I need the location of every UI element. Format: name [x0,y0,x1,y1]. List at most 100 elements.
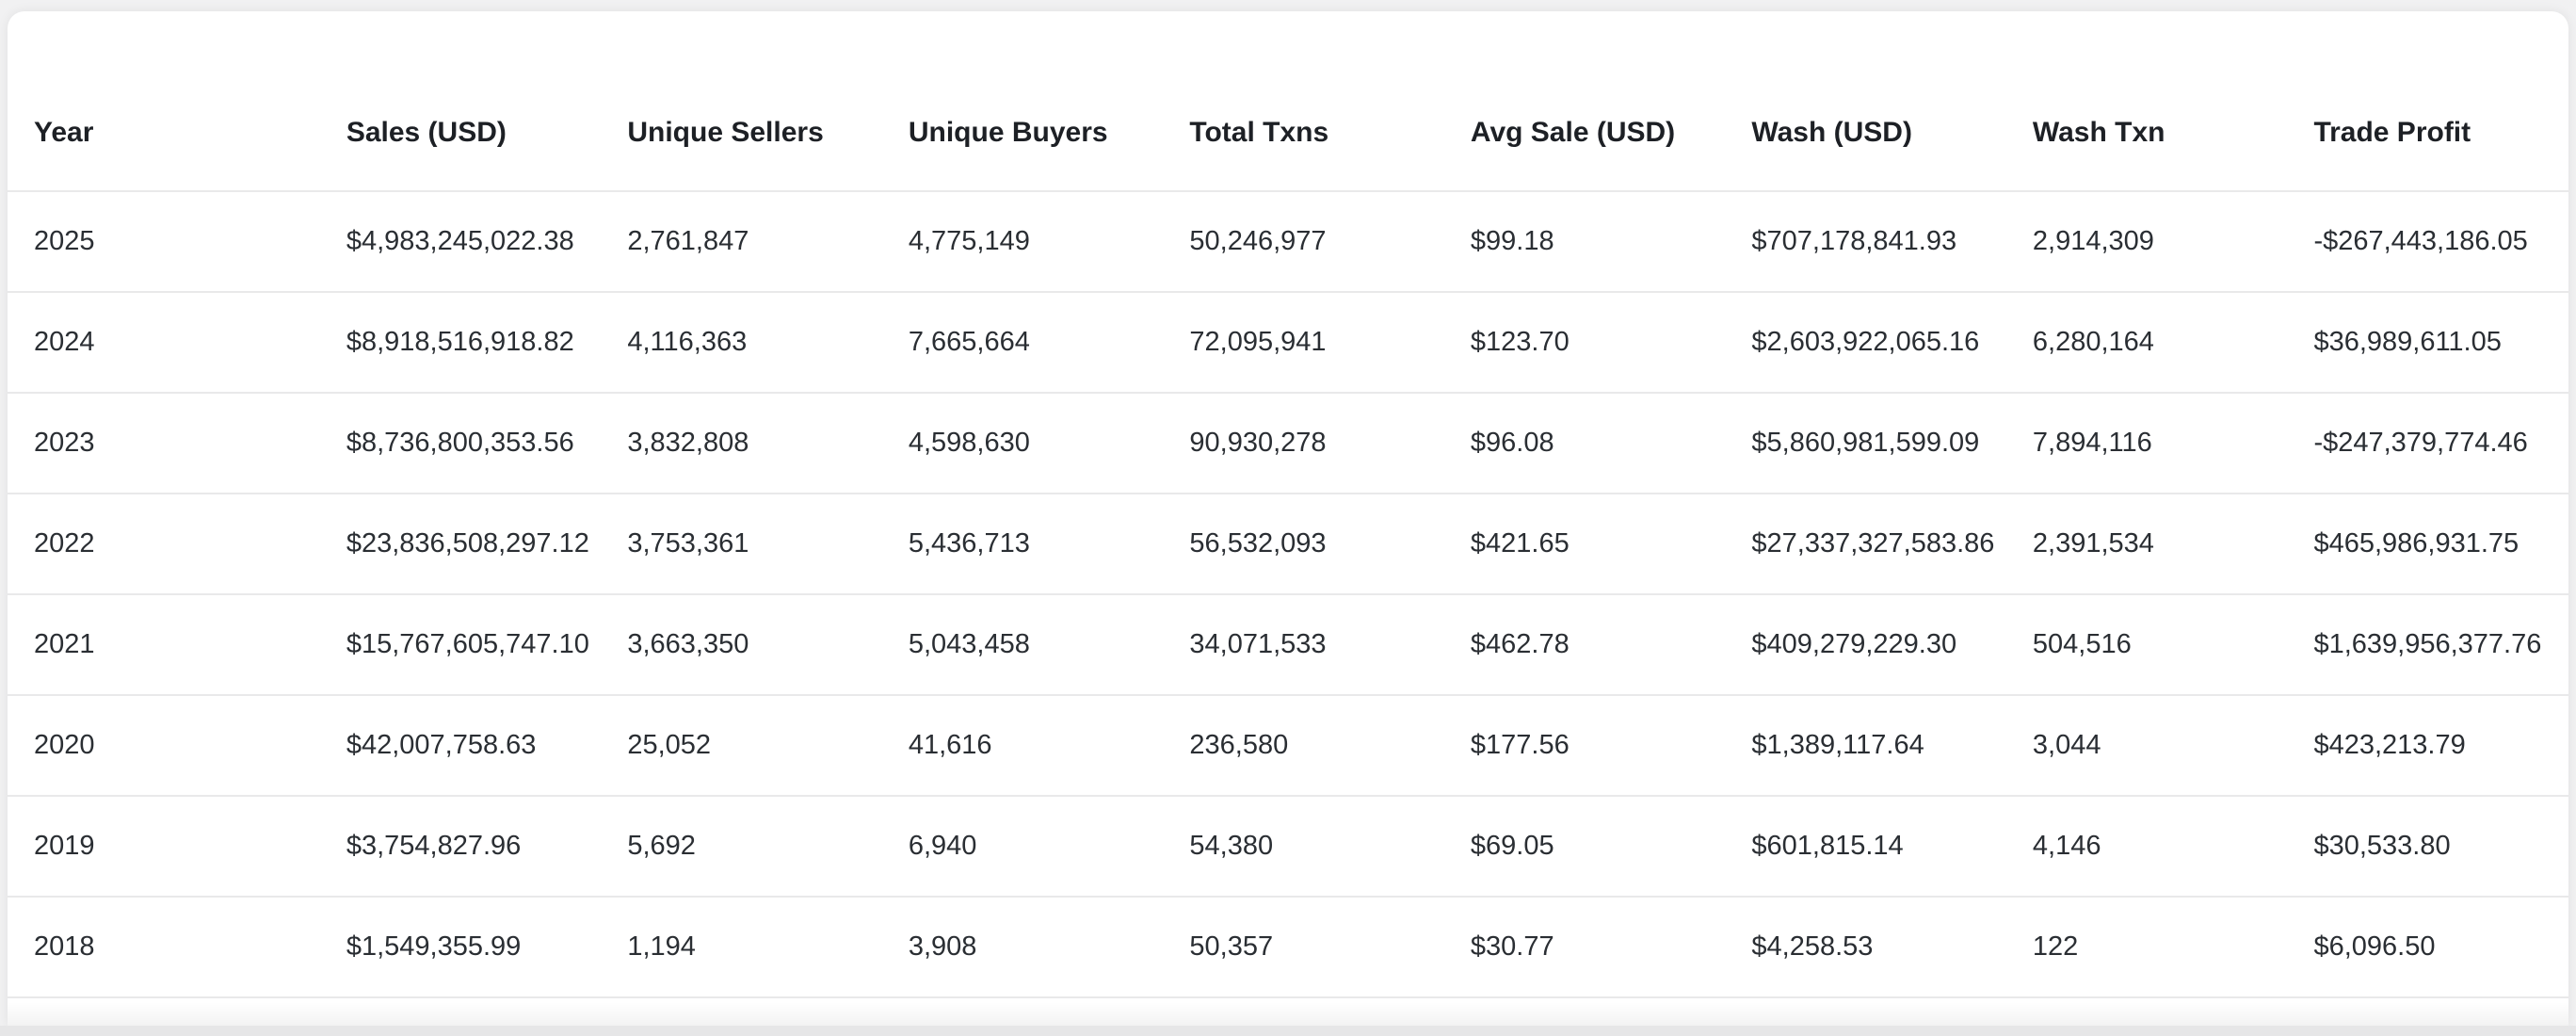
cell-avg-sale-usd: $96.08 [1443,392,1726,494]
cell-total-txns: 56,532,093 [1163,493,1444,594]
cell-trade-profit: $6,096.50 [2287,896,2568,997]
col-header-sales-usd: Sales (USD) [346,117,507,148]
cell-sales-usd: $42,007,758.63 [319,694,602,796]
cell-wash-usd: $5,860,981,599.09 [1725,392,2006,494]
cell-year: 2025 [8,190,320,292]
cell-unique-sellers: 2,761,847 [601,190,882,292]
cell-total-txns: 50,246,977 [1163,190,1444,292]
cell-avg-sale-usd: $177.56 [1443,694,1726,796]
cell-wash-usd: $4,258.53 [1725,896,2006,997]
col-header-year: Year [34,117,94,148]
cell-total-txns: 236,580 [1163,694,1444,796]
col-header-unique-sellers: Unique Sellers [627,117,824,148]
cell-unique-buyers: 4,775,149 [881,190,1164,292]
cell-unique-buyers: 4,598,630 [881,392,1164,494]
cell-year: 2022 [8,493,320,594]
cell-avg-sale-usd: $462.78 [1443,593,1726,695]
cell-sales-usd: $15,767,605,747.10 [319,593,602,695]
cell-avg-sale-usd: $69.05 [1443,795,1726,897]
table-row: 2017$143,819.54761551,212$118.66$93.762$… [8,996,2568,1027]
cell-unique-buyers: 5,043,458 [881,593,1164,695]
table-row: 2019 $3,754,827.96 5,692 6,940 54,380 $69.05 $… [8,795,2568,897]
cell-total-txns: 1,212 [1163,996,1444,1027]
cell-year: 2018 [8,896,320,997]
cell-unique-sellers: 3,832,808 [601,392,882,494]
cell-total-txns: 90,930,278 [1163,392,1444,494]
cell-year: 2023 [8,392,320,494]
cell-trade-profit: $30,533.80 [2287,795,2568,897]
col-header-wash-usd: Wash (USD) [1751,117,1912,148]
cell-avg-sale-usd: $118.66 [1443,996,1726,1027]
col-header-total-txns: Total Txns [1189,117,1329,148]
cell-year: 2017 [8,996,320,1027]
cell-unique-buyers: 3,908 [881,896,1164,997]
cell-year: 2019 [8,795,320,897]
cell-wash-txn: 122 [2005,896,2288,997]
col-header-unique-buyers: Unique Buyers [908,117,1108,148]
cell-unique-sellers: 3,753,361 [601,493,882,594]
cell-wash-usd: $409,279,229.30 [1725,593,2006,695]
cell-total-txns: 34,071,533 [1163,593,1444,695]
cell-sales-usd: $23,836,508,297.12 [319,493,602,594]
col-header-trade-profit: Trade Profit [2313,117,2471,148]
cell-unique-sellers: 25,052 [601,694,882,796]
col-header-wash-txn: Wash Txn [2032,117,2165,148]
cell-wash-usd: $27,337,327,583.86 [1725,493,2006,594]
cell-sales-usd: $4,983,245,022.38 [319,190,602,292]
cell-wash-usd: $707,178,841.93 [1725,190,2006,292]
cell-unique-sellers: 4,116,363 [601,291,882,393]
cell-sales-usd: $143,819.54 [319,996,602,1027]
table-body: 2025 $4,983,245,022.38 2,761,847 4,775,149 5… [8,190,2568,1027]
cell-total-txns: 50,357 [1163,896,1444,997]
cell-wash-usd: $2,603,922,065.16 [1725,291,2006,393]
cell-unique-sellers: 3,663,350 [601,593,882,695]
cell-year: 2024 [8,291,320,393]
cell-wash-txn: 2,391,534 [2005,493,2288,594]
cell-wash-txn: 7,894,116 [2005,392,2288,494]
table-card: Year Sales (USD) Unique Sellers Unique B… [8,11,2568,1027]
cell-wash-txn: 3,044 [2005,694,2288,796]
cell-avg-sale-usd: $99.18 [1443,190,1726,292]
cell-total-txns: 72,095,941 [1163,291,1444,393]
cell-total-txns: 54,380 [1163,795,1444,897]
yearly-stats-table: Year Sales (USD) Unique Sellers Unique B… [8,11,2568,1027]
cell-trade-profit: $1,639,956,377.76 [2287,593,2568,695]
cell-trade-profit: -$267,443,186.05 [2287,190,2568,292]
table-row: 2025 $4,983,245,022.38 2,761,847 4,775,149 5… [8,190,2568,292]
bottom-edge [0,1026,2576,1036]
cell-unique-buyers: 41,616 [881,694,1164,796]
cell-trade-profit: $465,986,931.75 [2287,493,2568,594]
table-row: 2023 $8,736,800,353.56 3,832,808 4,598,630 9… [8,392,2568,494]
cell-avg-sale-usd: $123.70 [1443,291,1726,393]
cell-sales-usd: $1,549,355.99 [319,896,602,997]
cell-avg-sale-usd: $30.77 [1443,896,1726,997]
header-row: Year Sales (USD) Unique Sellers Unique B… [8,11,2568,191]
table-row: 2021 $15,767,605,747.10 3,663,350 5,043,458… [8,593,2568,695]
table-row: 2018 $1,549,355.99 1,194 3,908 50,357 $30.77 $… [8,896,2568,997]
cell-wash-txn: 6,280,164 [2005,291,2288,393]
cell-wash-usd: $1,389,117.64 [1725,694,2006,796]
cell-unique-sellers: 1,194 [601,896,882,997]
cell-wash-txn: 2 [2005,996,2288,1027]
cell-wash-txn: 4,146 [2005,795,2288,897]
cell-wash-usd: $93.76 [1725,996,2006,1027]
cell-unique-buyers: 7,665,664 [881,291,1164,393]
cell-wash-usd: $601,815.14 [1725,795,2006,897]
cell-wash-txn: 504,516 [2005,593,2288,695]
cell-avg-sale-usd: $421.65 [1443,493,1726,594]
table-row: 2022 $23,836,508,297.12 3,753,361 5,436,713… [8,493,2568,594]
cell-unique-buyers: 155 [881,996,1164,1027]
cell-unique-buyers: 5,436,713 [881,493,1164,594]
cell-year: 2020 [8,694,320,796]
cell-unique-sellers: 5,692 [601,795,882,897]
cell-sales-usd: $3,754,827.96 [319,795,602,897]
table-row: 2024 $8,918,516,918.82 4,116,363 7,665,664 7… [8,291,2568,393]
cell-trade-profit: $4,220.77 [2287,996,2568,1027]
cell-trade-profit: $423,213.79 [2287,694,2568,796]
col-header-avg-sale-usd: Avg Sale (USD) [1470,117,1676,148]
cell-unique-buyers: 6,940 [881,795,1164,897]
table-row: 2020 $42,007,758.63 25,052 41,616 236,580 $17… [8,694,2568,796]
cell-wash-txn: 2,914,309 [2005,190,2288,292]
cell-trade-profit: $36,989,611.05 [2287,291,2568,393]
cell-unique-sellers: 76 [601,996,882,1027]
